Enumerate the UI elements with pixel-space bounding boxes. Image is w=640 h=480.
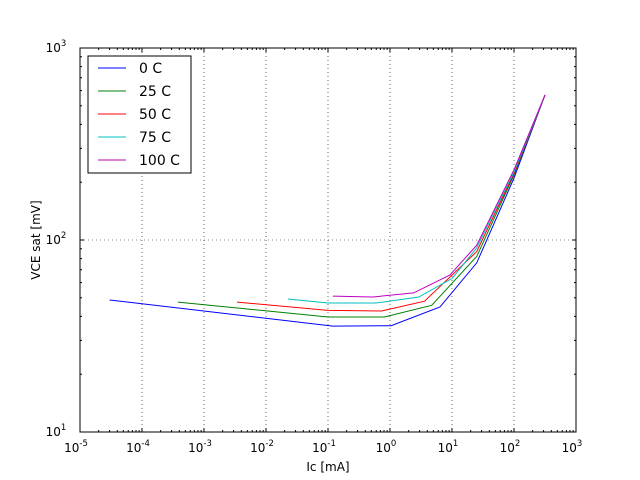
- x-tick-exponent: 2: [515, 439, 520, 449]
- series-lines: [109, 94, 546, 327]
- legend-label: 25 C: [139, 84, 171, 100]
- y-axis-label: VCE sat [mV]: [29, 200, 43, 279]
- x-tick-exponent: 3: [577, 439, 582, 449]
- x-tick-exponent: -2: [265, 439, 273, 449]
- legend: 0 C 25 C 50 C 75 C 100 C: [87, 55, 192, 174]
- x-tick-exponent: 1: [453, 439, 458, 449]
- x-tick-exponent: -5: [79, 439, 87, 449]
- x-tick-exponent: 0: [391, 439, 396, 449]
- series-line-100-c: [332, 94, 546, 298]
- series-line-50-c: [236, 94, 546, 312]
- series-line-25-c: [177, 94, 546, 318]
- legend-label: 50 C: [139, 107, 171, 123]
- legend-label: 100 C: [139, 153, 180, 169]
- y-tick-exponent: 2: [61, 231, 66, 241]
- y-tick-exponent: 3: [61, 39, 66, 49]
- series-line-75-c: [287, 94, 546, 304]
- x-tick-exponent: -3: [203, 439, 211, 449]
- legend-label: 0 C: [139, 61, 162, 77]
- y-tick-exponent: 1: [61, 423, 66, 433]
- legend-label: 75 C: [139, 130, 171, 146]
- x-tick-exponent: -4: [141, 439, 149, 449]
- series-line-0-c: [109, 94, 546, 327]
- x-tick-exponent: -1: [327, 439, 335, 449]
- x-axis-label: Ic [mA]: [306, 460, 349, 474]
